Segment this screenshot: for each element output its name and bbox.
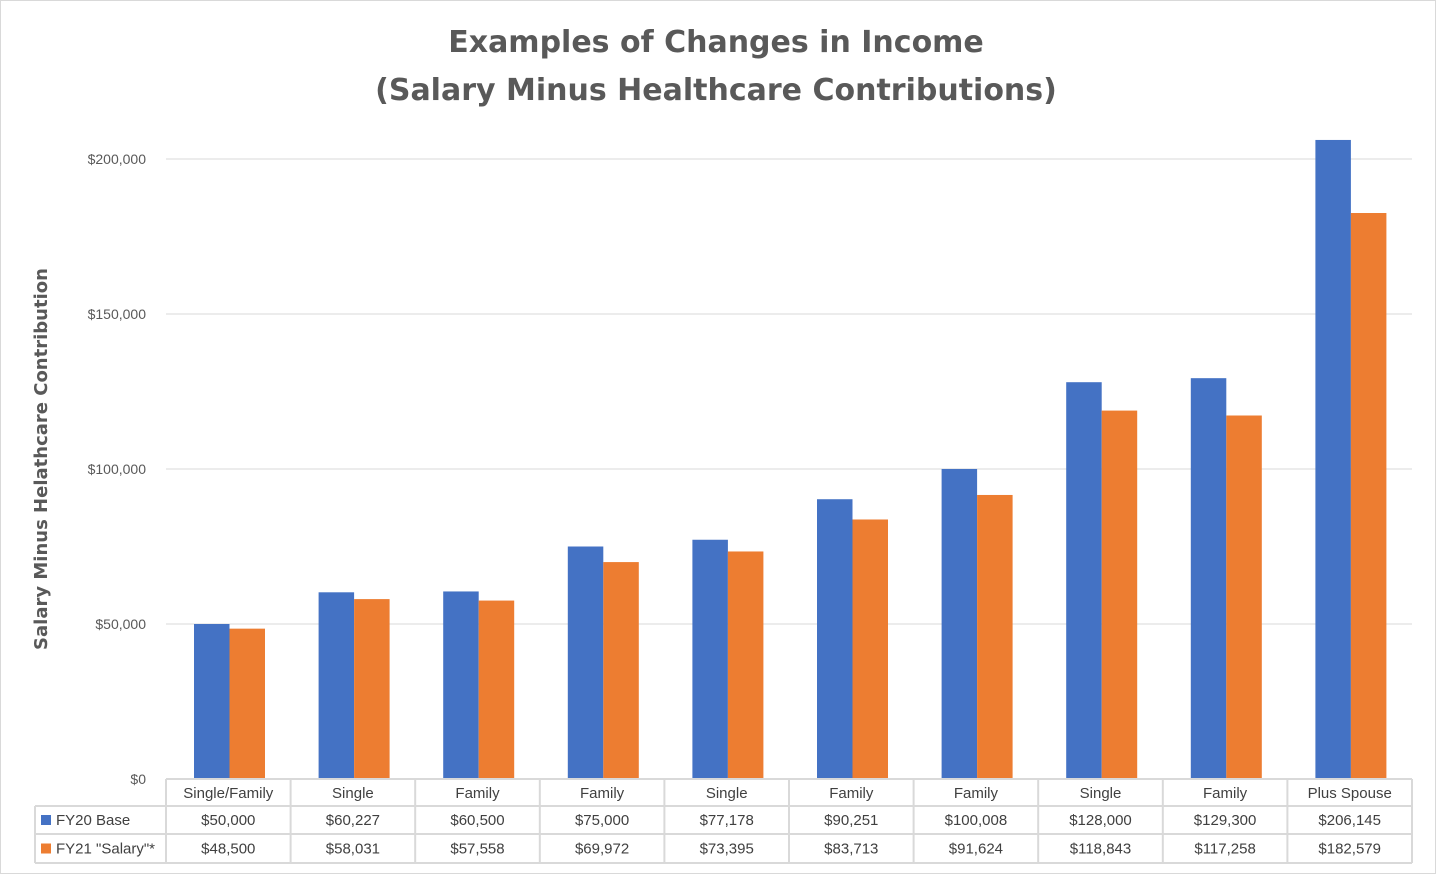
- y-tick-label: $100,000: [88, 461, 147, 477]
- category-label: Plus Spouse: [1308, 785, 1392, 802]
- data-label: $73,395: [700, 841, 754, 858]
- legend-swatch: [41, 815, 51, 825]
- data-label: $117,258: [1194, 841, 1255, 858]
- y-tick-label: $150,000: [88, 306, 147, 322]
- y-tick-label: $50,000: [95, 616, 146, 632]
- data-label: $77,178: [700, 812, 754, 829]
- bar-fy20: [1190, 378, 1227, 779]
- bar-fy20: [194, 624, 230, 779]
- data-label: $128,000: [1069, 812, 1132, 829]
- bar-fy20: [1066, 382, 1102, 779]
- bar-fy21: [1101, 410, 1138, 779]
- bar-fy21: [354, 599, 390, 779]
- data-label: $69,972: [575, 841, 629, 858]
- bar-fy21: [1226, 415, 1262, 779]
- legend-swatch: [41, 843, 51, 854]
- chart-title-line-1: Examples of Changes in Income: [448, 25, 984, 60]
- category-label: Family: [1203, 785, 1248, 802]
- data-label: $182,579: [1318, 841, 1381, 858]
- category-label: Single: [706, 785, 748, 802]
- chart-title-line-2: (Salary Minus Healthcare Contributions): [375, 73, 1057, 108]
- bar-fy21: [229, 628, 265, 779]
- bar-fy20: [318, 592, 355, 779]
- bar-fy21: [727, 551, 764, 779]
- category-label: Single/Family: [183, 785, 274, 802]
- y-tick-label: $0: [130, 771, 146, 787]
- data-label: $48,500: [201, 841, 255, 858]
- bar-fy20: [1315, 139, 1351, 779]
- category-label: Family: [455, 785, 500, 802]
- bar-fy21: [478, 600, 515, 779]
- legend-label: FY20 Base: [56, 812, 130, 829]
- bar-fy20: [567, 546, 604, 779]
- category-label: Single: [1080, 785, 1122, 802]
- bar-fy21: [852, 519, 888, 779]
- data-label: $206,145: [1318, 812, 1381, 829]
- category-label: Family: [829, 785, 874, 802]
- bar-fy20: [941, 468, 978, 779]
- legend-label: FY21 "Salary"*: [56, 841, 155, 858]
- data-label: $91,624: [949, 841, 1003, 858]
- y-axis-title: Salary Minus Helathcare Contribution: [31, 268, 52, 650]
- data-label: $57,558: [450, 841, 504, 858]
- data-label: $83,713: [824, 841, 878, 858]
- data-label: $50,000: [201, 812, 255, 829]
- data-label: $129,300: [1194, 812, 1257, 829]
- bar-fy20: [443, 591, 479, 779]
- bar-fy20: [817, 499, 853, 779]
- bar-fy21: [603, 562, 639, 779]
- bar-fy21: [977, 494, 1013, 779]
- data-label: $90,251: [824, 812, 878, 829]
- data-label: $100,008: [945, 812, 1008, 829]
- category-label: Single: [332, 785, 374, 802]
- category-label: Family: [580, 785, 625, 802]
- bar-fy21: [1350, 213, 1387, 779]
- category-label: Family: [954, 785, 999, 802]
- data-label: $58,031: [326, 841, 380, 858]
- data-label: $118,843: [1070, 841, 1131, 858]
- data-label: $60,500: [450, 812, 504, 829]
- y-tick-label: $200,000: [88, 151, 147, 167]
- data-label: $75,000: [575, 812, 629, 829]
- data-label: $60,227: [326, 812, 380, 829]
- bar-fy20: [692, 539, 728, 779]
